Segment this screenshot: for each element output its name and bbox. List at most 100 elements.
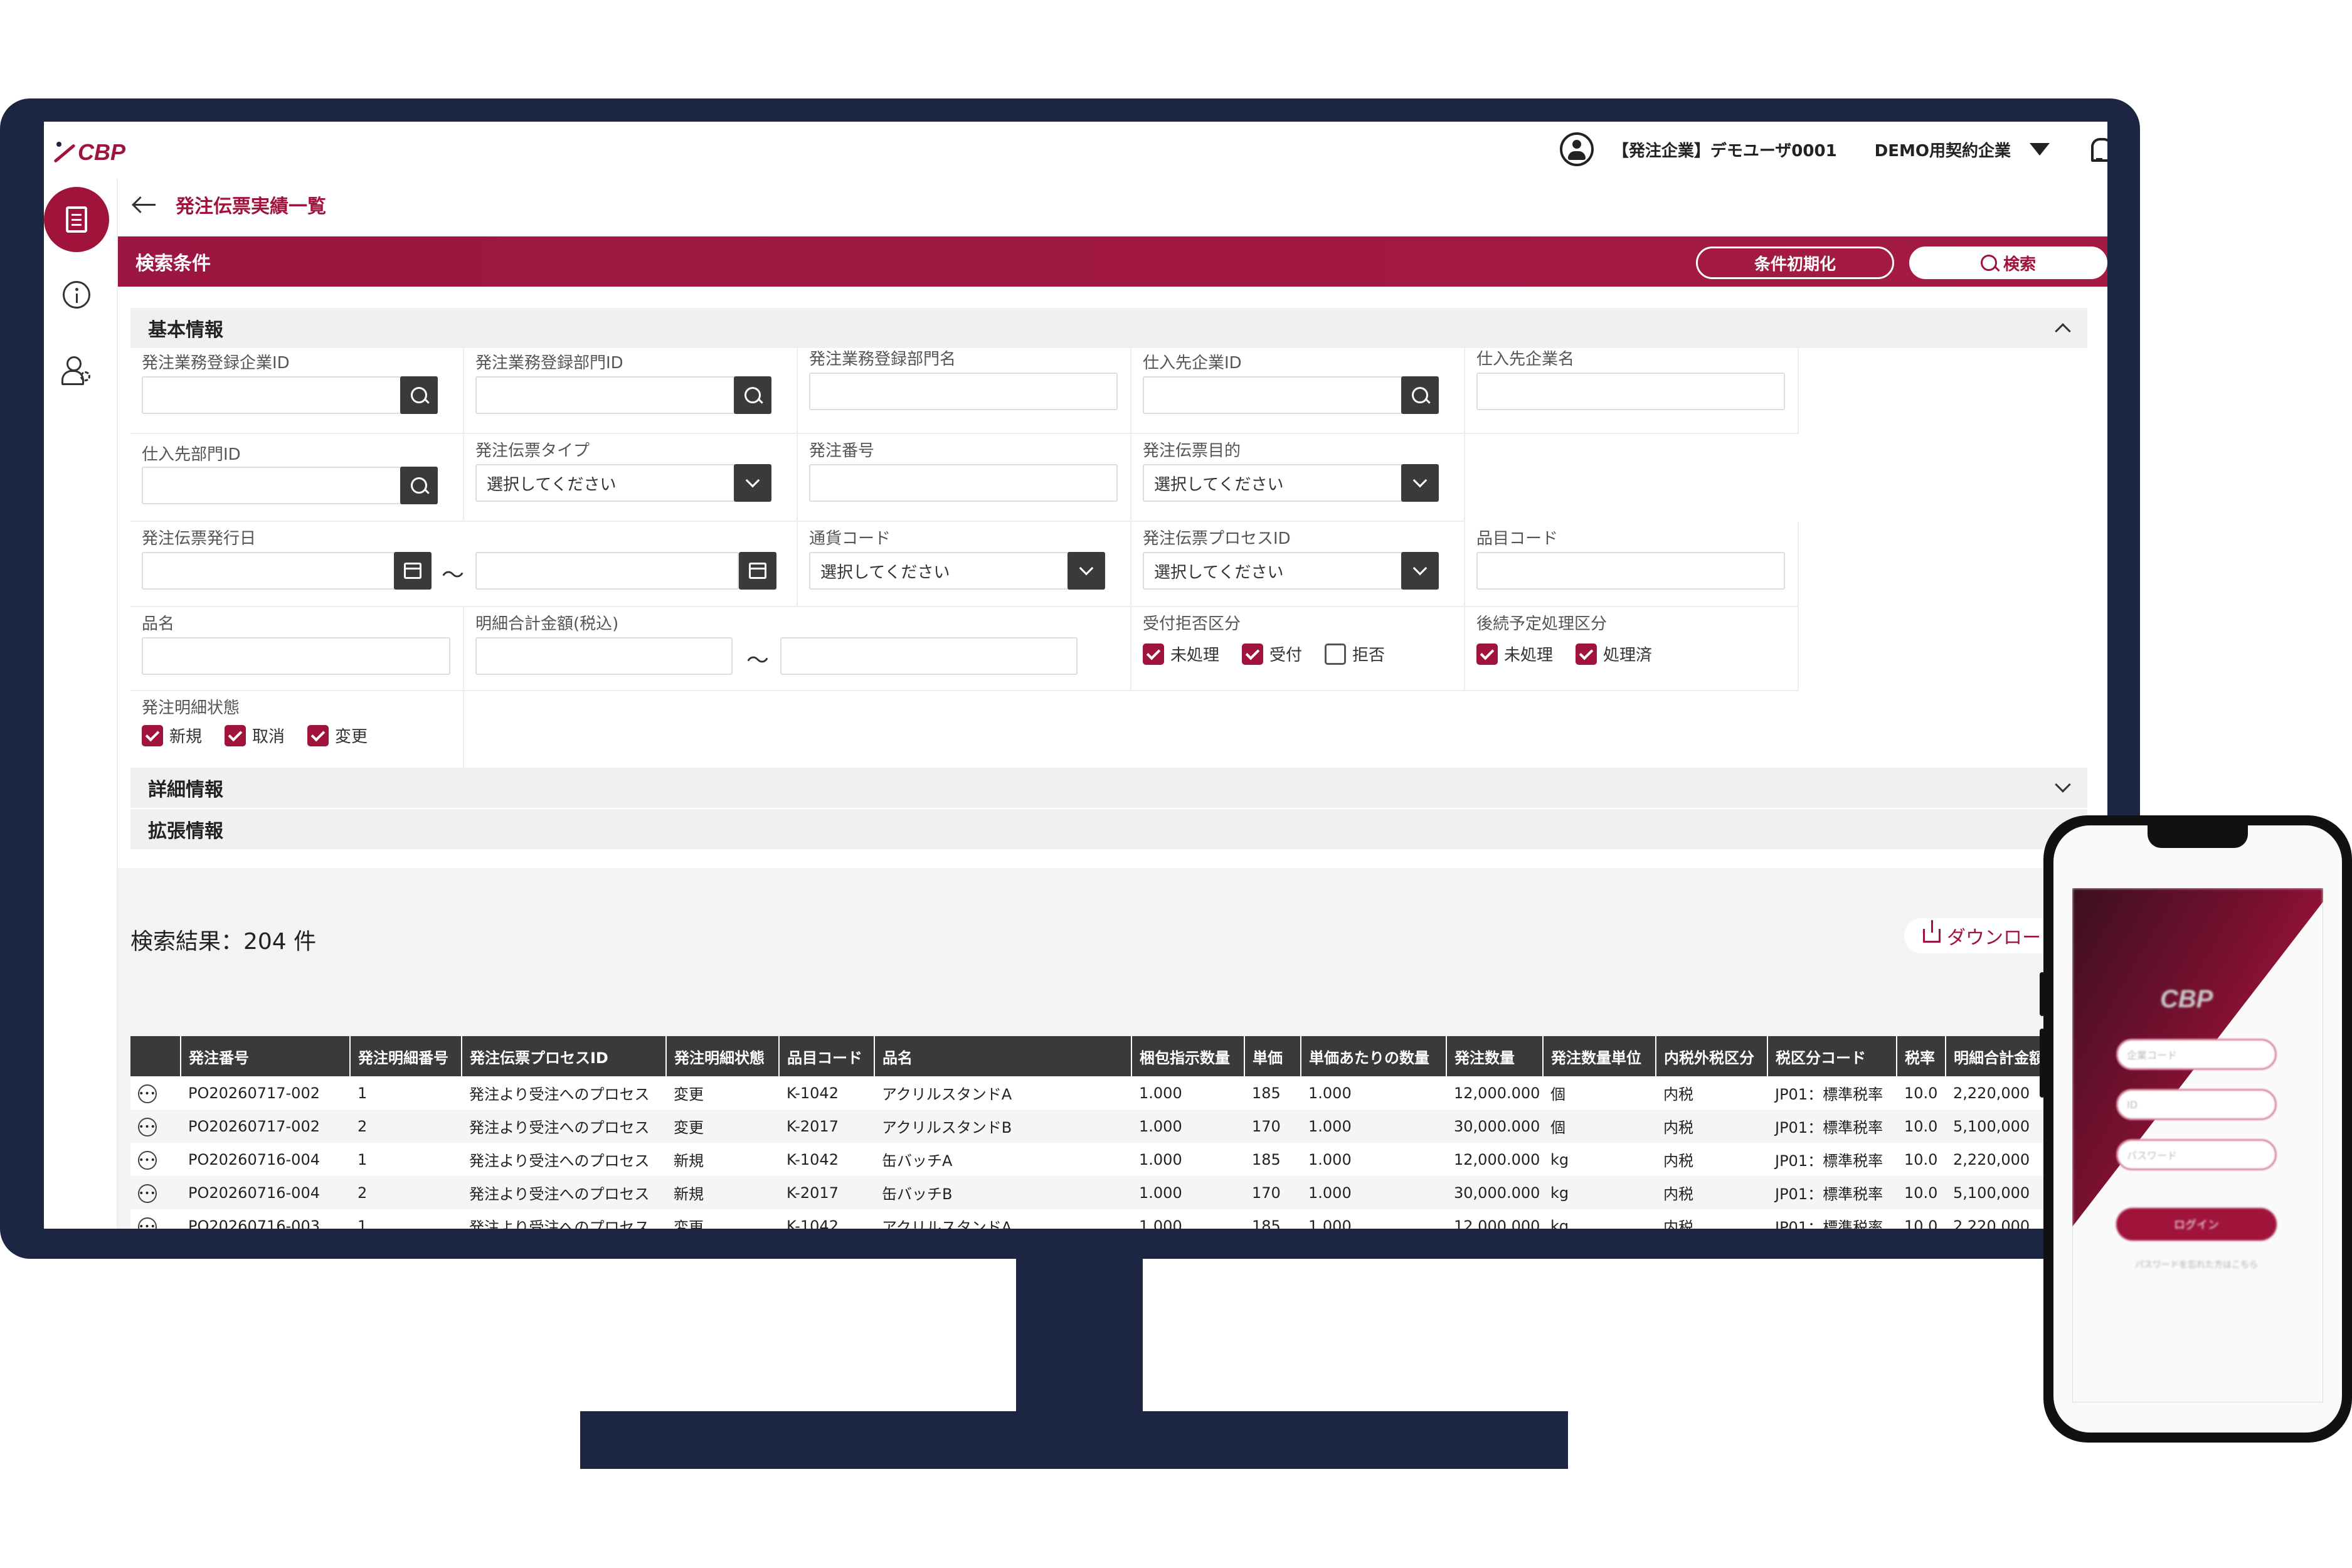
table-header[interactable]: 発注明細番号 — [350, 1036, 462, 1076]
order-number-input[interactable] — [809, 464, 1118, 502]
dropdown-button[interactable] — [734, 464, 771, 502]
table-header[interactable]: 品目コード — [779, 1036, 875, 1076]
row-actions[interactable]: ••• — [130, 1110, 181, 1143]
reset-conditions-label: 条件初期化 — [1754, 255, 1836, 274]
company-dropdown-chevron-icon[interactable] — [2030, 143, 2050, 156]
table-header[interactable]: 内税外税区分 — [1656, 1036, 1768, 1076]
table-header[interactable]: 単価 — [1244, 1036, 1301, 1076]
sidebar-item-user-settings[interactable] — [44, 337, 109, 403]
lookup-button[interactable] — [734, 376, 771, 414]
lookup-button[interactable] — [400, 376, 438, 414]
search-button[interactable]: 検索 — [1909, 246, 2107, 279]
table-cell: 内税 — [1656, 1110, 1767, 1143]
table-header[interactable]: 明細合計金額 — [1946, 1036, 2045, 1076]
sidebar-item-documents[interactable] — [44, 187, 109, 252]
chevron-down-icon[interactable] — [2055, 776, 2071, 793]
reset-conditions-button[interactable]: 条件初期化 — [1696, 246, 1894, 279]
order-dept-id-input[interactable] — [475, 376, 745, 414]
table-header[interactable]: 品名 — [874, 1036, 1132, 1076]
calendar-button[interactable] — [739, 552, 776, 590]
logo[interactable]: CBP — [50, 129, 125, 167]
company-name[interactable]: DEMO用契約企業 — [1874, 141, 2011, 161]
more-options-icon[interactable]: ••• — [138, 1184, 157, 1203]
followup-checkbox-group: 未処理 処理済 — [1476, 642, 1663, 665]
dropdown-button[interactable] — [1401, 464, 1439, 502]
order-company-id-input[interactable] — [142, 376, 411, 414]
phone-login-button[interactable]: ログイン — [2116, 1208, 2277, 1241]
table-header[interactable]: 発注数量 — [1446, 1036, 1544, 1076]
section-extended-info[interactable]: 拡張情報 — [130, 809, 2087, 849]
row-actions[interactable]: ••• — [130, 1076, 181, 1110]
checkbox-unprocessed[interactable]: 未処理 — [1143, 642, 1219, 665]
dropdown-button[interactable] — [1401, 552, 1439, 590]
supplier-dept-id-input[interactable] — [142, 467, 411, 504]
table-header[interactable]: 単価あたりの数量 — [1301, 1036, 1447, 1076]
table-cell: 10.0 — [1897, 1176, 1946, 1209]
row-actions[interactable]: ••• — [130, 1143, 181, 1176]
table-header[interactable]: 発注伝票プロセスID — [462, 1036, 667, 1076]
supplier-company-name-input[interactable] — [1476, 373, 1785, 410]
order-process-id-select[interactable]: 選択してください — [1143, 552, 1412, 590]
checkbox-new[interactable]: 新規 — [142, 724, 202, 747]
checkbox-checked-icon — [142, 724, 163, 746]
table-header[interactable]: 発注番号 — [181, 1036, 351, 1076]
table-cell: 1 — [350, 1209, 462, 1229]
back-arrow-icon[interactable] — [132, 195, 157, 214]
table-cell: アクリルスタンドA — [874, 1076, 1131, 1110]
supplier-company-id-input[interactable] — [1143, 376, 1412, 414]
currency-code-select[interactable]: 選択してください — [809, 552, 1079, 590]
item-code-input[interactable] — [1476, 552, 1785, 590]
total-amount-from-input[interactable] — [475, 637, 733, 675]
calendar-button[interactable] — [394, 552, 432, 590]
chevron-down-icon — [1079, 561, 1094, 576]
table-header[interactable]: 発注明細状態 — [666, 1036, 780, 1076]
checkbox-cancel[interactable]: 取消 — [225, 724, 285, 747]
sidebar-item-info[interactable] — [44, 262, 109, 327]
order-slip-type-select[interactable]: 選択してください — [475, 464, 745, 502]
more-options-icon[interactable]: ••• — [138, 1118, 157, 1136]
app-sidebar — [44, 178, 118, 1229]
item-name-input[interactable] — [142, 637, 450, 675]
table-row[interactable]: ••• PO20260717-002 1 発注より受注へのプロセス 変更 K-1… — [130, 1076, 2045, 1110]
download-button[interactable]: ダウンロード — [1904, 918, 2067, 953]
checkbox-change[interactable]: 変更 — [307, 724, 368, 747]
checkbox-accepted[interactable]: 受付 — [1242, 642, 1302, 665]
dropdown-button[interactable] — [1067, 552, 1105, 590]
checkbox-label: 拒否 — [1352, 646, 1385, 665]
total-amount-to-input[interactable] — [780, 637, 1078, 675]
table-row[interactable]: ••• PO20260717-002 2 発注より受注へのプロセス 変更 K-2… — [130, 1110, 2045, 1143]
table-row[interactable]: ••• PO20260716-004 2 発注より受注へのプロセス 新規 K-2… — [130, 1176, 2045, 1209]
table-header[interactable]: 税区分コード — [1767, 1036, 1897, 1076]
section-basic-info[interactable]: 基本情報 — [130, 308, 2087, 348]
table-header[interactable]: 発注数量単位 — [1543, 1036, 1656, 1076]
field-label: 発注伝票タイプ — [475, 442, 590, 460]
phone-id-input[interactable]: ID — [2116, 1089, 2277, 1120]
section-detail-info[interactable]: 詳細情報 — [130, 768, 2087, 808]
phone-forgot-password-link[interactable]: パスワードを忘れた方はこちら — [2135, 1260, 2258, 1270]
lookup-button[interactable] — [1401, 376, 1439, 414]
more-options-icon[interactable]: ••• — [138, 1217, 157, 1229]
order-slip-purpose-select[interactable]: 選択してください — [1143, 464, 1412, 502]
more-options-icon[interactable]: ••• — [138, 1151, 157, 1170]
table-cell: 2,220,000 — [1946, 1209, 2045, 1229]
more-options-icon[interactable]: ••• — [138, 1084, 157, 1103]
lookup-button[interactable] — [400, 467, 438, 504]
chevron-up-icon[interactable] — [2055, 323, 2071, 339]
table-row[interactable]: ••• PO20260716-003 1 発注より受注へのプロセス 変更 K-1… — [130, 1209, 2045, 1229]
phone-company-code-input[interactable]: 企業コード — [2116, 1039, 2277, 1070]
checkbox-followup-unprocessed[interactable]: 未処理 — [1476, 642, 1553, 665]
table-header[interactable]: 税率 — [1897, 1036, 1946, 1076]
order-dept-name-input[interactable] — [809, 373, 1118, 410]
issue-date-to-input[interactable] — [475, 552, 739, 590]
row-actions[interactable]: ••• — [130, 1209, 181, 1229]
user-avatar-icon[interactable] — [1559, 132, 1594, 166]
phone-password-input[interactable]: パスワード — [2116, 1139, 2277, 1170]
row-actions[interactable]: ••• — [130, 1176, 181, 1209]
checkbox-rejected[interactable]: 拒否 — [1325, 642, 1385, 665]
issue-date-from-input[interactable] — [142, 552, 405, 590]
checkbox-followup-processed[interactable]: 処理済 — [1576, 642, 1652, 665]
table-row[interactable]: ••• PO20260716-004 1 発注より受注へのプロセス 新規 K-1… — [130, 1143, 2045, 1176]
table-header[interactable]: 梱包指示数量 — [1131, 1036, 1245, 1076]
field-label: 発注業務登録部門ID — [475, 354, 623, 373]
bell-icon[interactable] — [2087, 135, 2107, 163]
